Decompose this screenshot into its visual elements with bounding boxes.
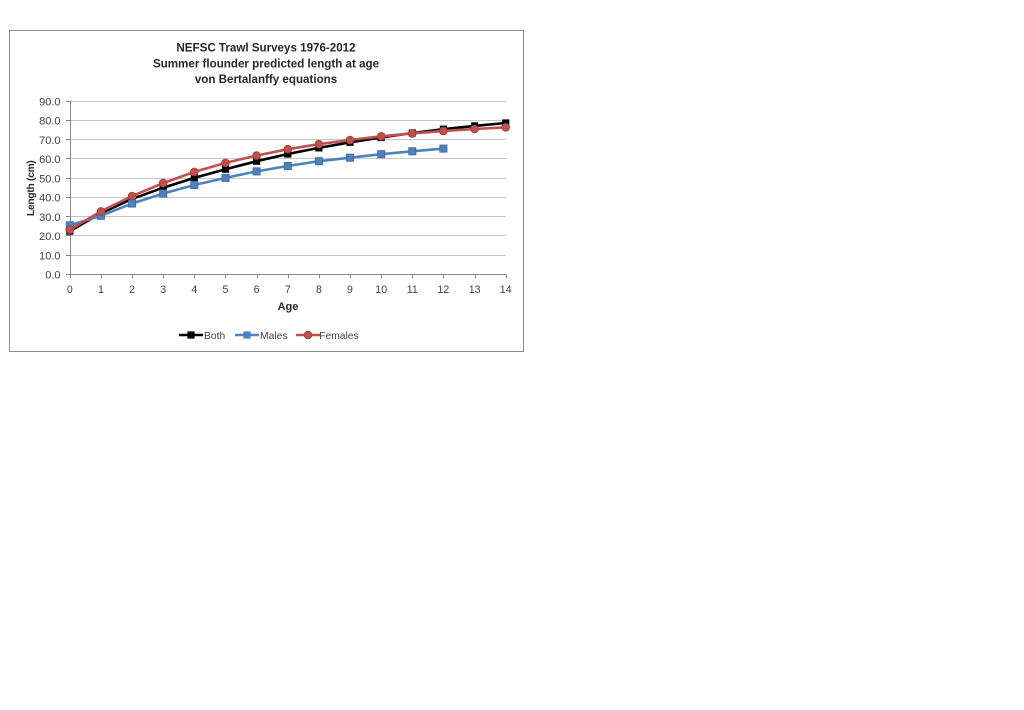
svg-text:Females: Females	[319, 331, 358, 342]
svg-text:90.0: 90.0	[39, 96, 60, 108]
svg-text:8: 8	[316, 284, 322, 296]
svg-text:Length (cm): Length (cm)	[26, 160, 37, 216]
svg-text:7: 7	[285, 284, 291, 296]
svg-text:60.0: 60.0	[39, 154, 60, 166]
svg-text:6: 6	[254, 284, 260, 296]
svg-text:2: 2	[129, 284, 135, 296]
svg-text:Males: Males	[260, 331, 287, 342]
svg-text:1: 1	[98, 284, 104, 296]
svg-text:0: 0	[67, 284, 73, 296]
svg-text:3: 3	[160, 284, 166, 296]
svg-text:12: 12	[438, 284, 450, 296]
svg-text:80.0: 80.0	[39, 116, 60, 128]
svg-text:9: 9	[347, 284, 353, 296]
svg-text:Both: Both	[204, 331, 225, 342]
svg-text:10: 10	[375, 284, 387, 296]
svg-text:Age: Age	[278, 301, 299, 313]
svg-text:11: 11	[407, 284, 418, 296]
svg-text:14: 14	[500, 284, 512, 296]
svg-text:0.0: 0.0	[45, 270, 60, 282]
svg-text:4: 4	[191, 284, 197, 296]
svg-text:70.0: 70.0	[39, 135, 60, 147]
svg-text:Summer flounder predicted leng: Summer flounder predicted length at age	[153, 58, 380, 71]
svg-text:40.0: 40.0	[39, 193, 60, 205]
svg-text:20.0: 20.0	[39, 231, 60, 243]
svg-text:13: 13	[469, 284, 481, 296]
svg-text:von Bertalanffy equations: von Bertalanffy equations	[195, 73, 337, 86]
svg-text:10.0: 10.0	[39, 250, 60, 262]
svg-text:NEFSC Trawl Surveys 1976-2012: NEFSC Trawl Surveys 1976-2012	[176, 42, 355, 55]
svg-text:5: 5	[223, 284, 229, 296]
svg-text:50.0: 50.0	[39, 173, 60, 185]
svg-text:30.0: 30.0	[39, 212, 60, 224]
